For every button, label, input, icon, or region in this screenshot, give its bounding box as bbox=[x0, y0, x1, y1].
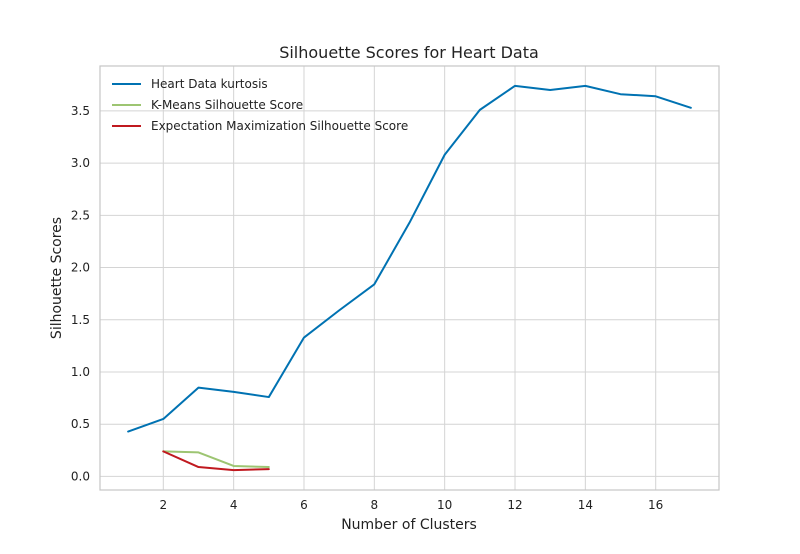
x-tick-label: 10 bbox=[437, 498, 452, 512]
y-tick-label: 1.5 bbox=[71, 313, 90, 327]
y-axis-label: Silhouette Scores bbox=[49, 217, 65, 339]
y-tick-label: 1.0 bbox=[71, 365, 90, 379]
x-tick-label: 16 bbox=[648, 498, 663, 512]
x-tick-label: 2 bbox=[159, 498, 167, 512]
x-tick-label: 12 bbox=[507, 498, 522, 512]
x-tick-label: 8 bbox=[371, 498, 379, 512]
legend-label-k-means: K-Means Silhouette Score bbox=[151, 98, 303, 112]
y-tick-label: 3.0 bbox=[71, 156, 90, 170]
x-axis-label: Number of Clusters bbox=[341, 517, 477, 533]
legend-label-heart-data-kurtosis: Heart Data kurtosis bbox=[151, 77, 268, 91]
chart-title: Silhouette Scores for Heart Data bbox=[279, 43, 539, 62]
x-tick-label: 14 bbox=[578, 498, 593, 512]
y-tick-label: 3.5 bbox=[71, 104, 90, 118]
y-tick-label: 0.5 bbox=[71, 417, 90, 431]
y-tick-label: 2.5 bbox=[71, 208, 90, 222]
x-tick-label: 4 bbox=[230, 498, 238, 512]
legend-label-em: Expectation Maximization Silhouette Scor… bbox=[151, 119, 408, 133]
x-tick-label: 6 bbox=[300, 498, 308, 512]
y-tick-label: 0.0 bbox=[71, 469, 90, 483]
y-tick-label: 2.0 bbox=[71, 261, 90, 275]
